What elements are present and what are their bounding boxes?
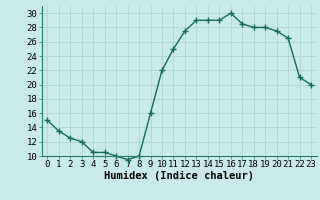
X-axis label: Humidex (Indice chaleur): Humidex (Indice chaleur) bbox=[104, 171, 254, 181]
